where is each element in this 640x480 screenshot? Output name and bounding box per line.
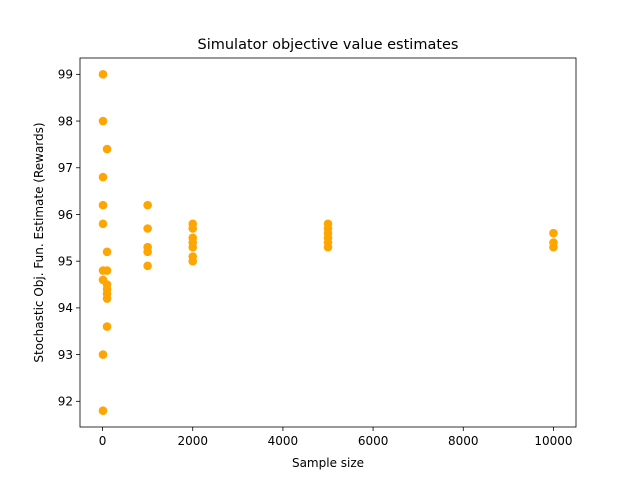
- y-tick-label: 94: [58, 301, 73, 315]
- data-point: [102, 294, 112, 303]
- data-point: [188, 256, 198, 266]
- x-tick-label: 4000: [268, 434, 299, 448]
- x-tick-label: 0: [99, 434, 107, 448]
- y-tick-label: 96: [58, 208, 73, 222]
- data-point: [143, 261, 152, 271]
- y-tick-label: 99: [58, 68, 73, 82]
- data-point: [323, 242, 333, 252]
- y-tick-label: 95: [58, 254, 73, 268]
- data-point: [188, 224, 198, 233]
- y-axis-label: Stochastic Obj. Fun. Estimate (Rewards): [32, 122, 46, 362]
- x-tick-label: 2000: [177, 434, 208, 448]
- data-point: [98, 406, 108, 415]
- data-point: [143, 224, 152, 233]
- data-point: [98, 350, 108, 359]
- data-point: [98, 219, 108, 229]
- data-point: [98, 200, 108, 210]
- data-point: [98, 172, 108, 182]
- data-point: [143, 247, 152, 257]
- plot-border: [79, 57, 577, 428]
- data-point: [549, 228, 558, 238]
- plot-area: [79, 57, 577, 428]
- y-tick-label: 98: [58, 114, 73, 128]
- x-tick-label: 6000: [358, 434, 389, 448]
- data-point: [102, 322, 112, 331]
- chart-title: Simulator objective value estimates: [198, 37, 459, 53]
- data-point: [188, 242, 198, 252]
- x-axis-label: Sample size: [292, 456, 364, 470]
- x-axis-ticks: 0 2000 4000 6000 8000 10000: [99, 427, 573, 448]
- y-tick-label: 92: [58, 395, 73, 409]
- data-point: [549, 242, 558, 252]
- data-point: [98, 116, 108, 126]
- data-points: [98, 70, 558, 415]
- data-point: [102, 247, 112, 257]
- x-tick-label: 10000: [534, 434, 572, 448]
- data-point: [102, 144, 112, 154]
- x-tick-label: 8000: [448, 434, 479, 448]
- y-tick-label: 93: [58, 348, 73, 362]
- y-tick-label: 97: [58, 161, 73, 175]
- data-point: [102, 266, 112, 275]
- y-axis-ticks: 92 93 94 95 96 97 98 99: [58, 68, 80, 409]
- data-point: [98, 70, 108, 79]
- data-point: [143, 200, 152, 210]
